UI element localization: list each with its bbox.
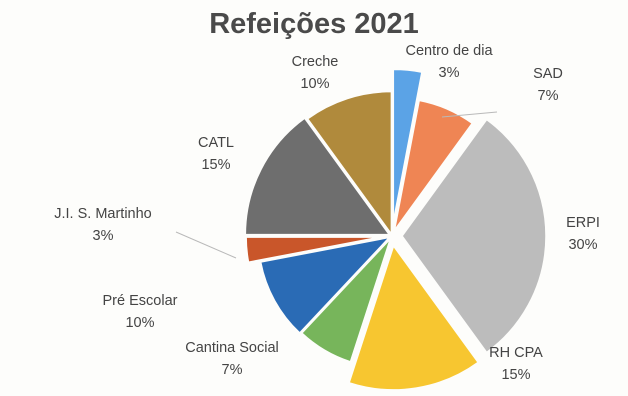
slice-label-pre-escolar: Pré Escolar: [103, 293, 178, 309]
slice-value-pre-escolar: 10%: [125, 315, 154, 331]
pie-slice-catl: [244, 117, 391, 236]
pie-slice-erpi: [401, 118, 547, 354]
slice-value-cantina-social: 7%: [222, 362, 243, 378]
slice-label-catl: CATL: [198, 135, 234, 151]
slice-value-creche: 10%: [300, 76, 329, 92]
slice-label-j-i-s-martinho: J.I. S. Martinho: [54, 206, 152, 222]
pie-slice-pre-escolar: [259, 236, 392, 335]
pie-slice-creche: [306, 90, 393, 237]
slice-value-erpi: 30%: [568, 237, 597, 253]
slice-value-sad: 7%: [538, 88, 559, 104]
chart-title: Refeições 2021: [209, 8, 419, 40]
pie-slice-rh-cpa: [348, 244, 480, 391]
slice-label-rh-cpa: RH CPA: [489, 345, 543, 361]
slice-value-j-i-s-martinho: 3%: [93, 228, 114, 244]
leader-line-j-i-s-martinho: [175, 231, 237, 259]
pie-slice-centro-de-dia: [392, 68, 423, 223]
slice-label-creche: Creche: [292, 54, 339, 70]
slice-label-cantina-social: Cantina Social: [185, 340, 279, 356]
pie-slice-cantina-social: [300, 238, 392, 363]
pie-slice-sad: [393, 99, 474, 231]
slice-value-rh-cpa: 15%: [501, 367, 530, 383]
slice-label-sad: SAD: [533, 66, 563, 82]
pie-slice-j-i-s-martinho: [245, 236, 381, 264]
slice-value-catl: 15%: [201, 157, 230, 173]
slice-label-erpi: ERPI: [566, 215, 600, 231]
slice-label-centro-de-dia: Centro de dia: [405, 43, 493, 59]
leader-line-sad: [441, 111, 498, 118]
slice-value-centro-de-dia: 3%: [439, 65, 460, 81]
